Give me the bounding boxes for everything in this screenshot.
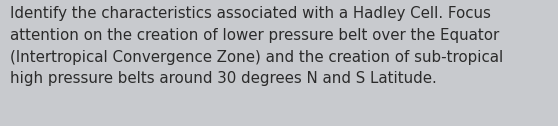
Text: Identify the characteristics associated with a Hadley Cell. Focus
attention on t: Identify the characteristics associated …: [10, 6, 503, 86]
